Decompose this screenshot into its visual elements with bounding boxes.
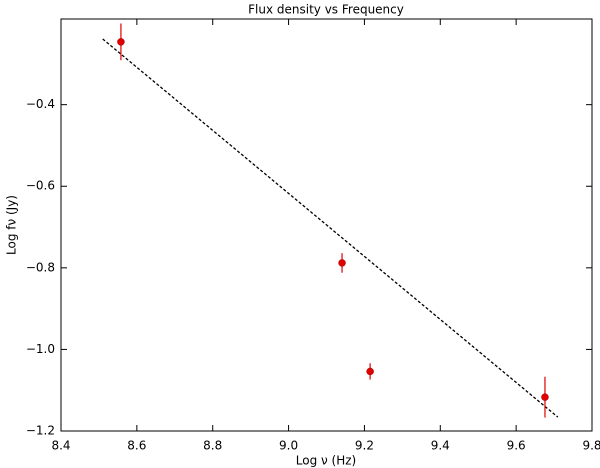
x-tick-label: 9.8 xyxy=(582,439,600,453)
y-tick-label: −1.0 xyxy=(26,342,55,356)
y-tick-label: −0.8 xyxy=(26,260,55,274)
x-tick-label: 8.4 xyxy=(51,439,70,453)
x-tick-label: 8.8 xyxy=(203,439,222,453)
x-tick-label: 9.2 xyxy=(355,439,374,453)
x-tick-label: 9.6 xyxy=(507,439,526,453)
fit-line xyxy=(102,38,559,418)
plot-frame xyxy=(60,18,593,432)
y-axis-label: Log fν (Jy) xyxy=(5,195,19,255)
y-tick-label: −1.2 xyxy=(26,424,55,438)
data-point xyxy=(338,259,346,267)
data-point xyxy=(541,393,549,401)
x-tick-label: 9.0 xyxy=(279,439,298,453)
data-point xyxy=(366,367,374,376)
data-point xyxy=(117,38,125,46)
x-tick-label: 8.6 xyxy=(127,439,146,453)
y-tick-label: −0.4 xyxy=(26,97,55,111)
chart-title: Flux density vs Frequency xyxy=(248,3,404,17)
x-tick-label: 9.4 xyxy=(431,439,450,453)
x-axis-label: Log ν (Hz) xyxy=(296,454,356,468)
y-tick-label: −0.6 xyxy=(26,179,55,193)
